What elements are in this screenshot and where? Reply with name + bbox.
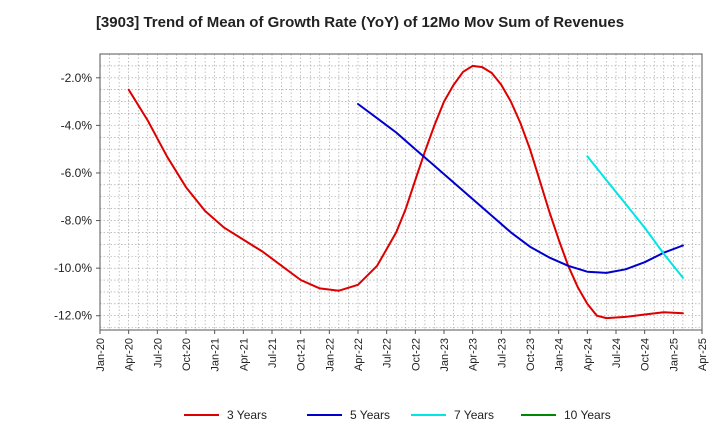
x-tick-label: Jul-23 <box>496 338 508 368</box>
x-tick-label: Apr-25 <box>697 338 709 371</box>
plot-frame <box>99 53 703 331</box>
series-line-7-years <box>586 155 684 279</box>
legend-label: 5 Years <box>350 408 390 422</box>
y-tick-label: -10.0% <box>54 261 92 275</box>
y-tick-label: -4.0% <box>61 118 93 132</box>
x-tick-label: Oct-20 <box>181 338 193 371</box>
x-tick-label: Oct-21 <box>296 338 308 371</box>
x-tick-label: Oct-23 <box>525 338 537 371</box>
x-tick-label: Oct-24 <box>640 338 652 371</box>
x-tick-label: Jul-20 <box>152 338 164 368</box>
x-tick-label: Jan-22 <box>324 338 336 372</box>
x-tick-label: Apr-20 <box>124 338 136 371</box>
legend-label: 10 Years <box>564 408 611 422</box>
x-tick-label: Apr-24 <box>582 338 594 371</box>
legend-label: 7 Years <box>454 408 494 422</box>
x-tick-label: Apr-23 <box>468 338 480 371</box>
x-tick-label: Jul-24 <box>611 338 623 368</box>
y-tick-label: -6.0% <box>61 166 93 180</box>
x-tick-label: Jan-25 <box>668 338 680 372</box>
series-line-5-years <box>357 103 684 274</box>
y-axis-ticks: -2.0% -4.0% -6.0% -8.0% -10.0% -12.0% <box>54 71 100 323</box>
plot-background <box>100 54 702 330</box>
y-tick-label: -2.0% <box>61 71 93 85</box>
y-tick-label: -8.0% <box>61 214 93 228</box>
chart-title: [3903] Trend of Mean of Growth Rate (YoY… <box>95 14 625 31</box>
x-axis-ticks: Jan-20 Apr-20 Jul-20 Oct-20 Jan-21 Apr-21 Jul-… <box>95 330 709 372</box>
series-line-3-years <box>127 64 684 320</box>
x-tick-label: Jul-21 <box>267 338 279 368</box>
legend-label: 3 Years <box>227 408 267 422</box>
series-lines <box>127 64 684 320</box>
x-tick-label: Jan-21 <box>210 338 222 372</box>
x-tick-label: Oct-22 <box>410 338 422 371</box>
x-tick-label: Apr-22 <box>353 338 365 371</box>
legend: 3 Years 5 Years 7 Years 10 Years <box>184 408 611 422</box>
x-tick-label: Jan-24 <box>554 338 566 372</box>
x-tick-label: Jul-22 <box>382 338 394 368</box>
grid-lines <box>100 53 702 330</box>
x-tick-label: Apr-21 <box>238 338 250 371</box>
x-tick-label: Jan-23 <box>439 338 451 372</box>
x-tick-label: Jan-20 <box>95 338 107 372</box>
y-tick-label: -12.0% <box>54 309 92 323</box>
